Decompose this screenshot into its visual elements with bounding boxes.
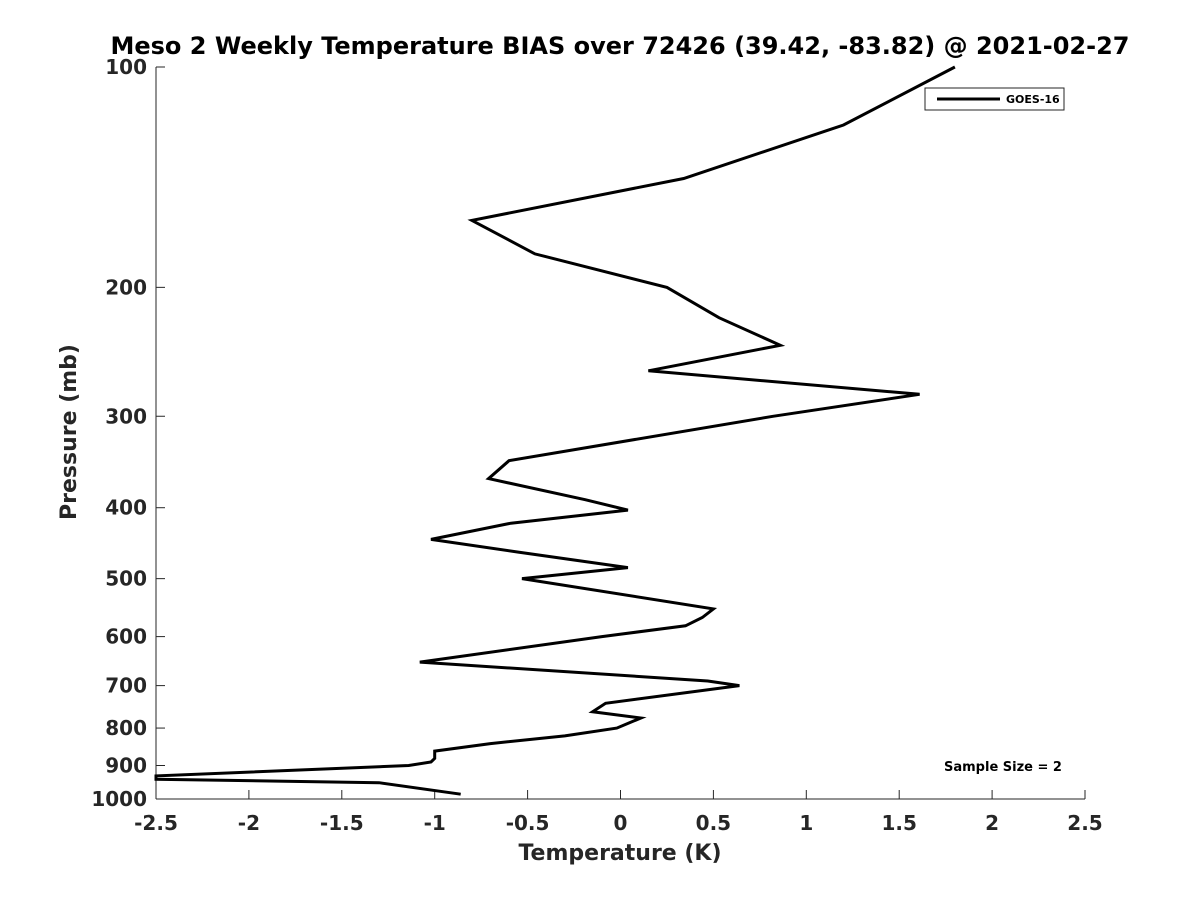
x-tick-label: -0.5 — [506, 811, 550, 835]
legend: GOES-16 — [924, 87, 1065, 111]
sample-size-annotation: Sample Size = 2 — [944, 760, 1062, 775]
x-tick-label: 0.5 — [696, 811, 731, 835]
x-tick-label: -1 — [424, 811, 446, 835]
y-tick-label: 100 — [105, 55, 147, 79]
x-tick-label: 1 — [799, 811, 813, 835]
x-tick-label: 2 — [985, 811, 999, 835]
y-tick-label: 200 — [105, 275, 147, 299]
x-tick-label: -1.5 — [320, 811, 364, 835]
x-axis-label: Temperature (K) — [518, 841, 721, 866]
y-tick-label: 400 — [105, 496, 147, 520]
legend-label: GOES-16 — [1006, 93, 1060, 106]
series-layer — [154, 65, 956, 796]
x-tick-label: -2.5 — [134, 811, 178, 835]
x-tick-label: 2.5 — [1067, 811, 1102, 835]
axes: -2.5 -2 -1.5 -1 -0.5 0 0.5 1 1.5 2 2.5 100 200 300 400… — [91, 55, 1102, 835]
x-tick-label: -2 — [238, 811, 260, 835]
y-tick-label: 700 — [105, 674, 147, 698]
y-tick-label: 1000 — [91, 787, 147, 811]
series-line-goes-16 — [154, 65, 956, 796]
x-tick-label: 1.5 — [881, 811, 916, 835]
y-tick-label: 500 — [105, 567, 147, 591]
y-tick-label: 800 — [105, 716, 147, 740]
y-tick-label: 900 — [105, 754, 147, 778]
y-tick-label: 300 — [105, 404, 147, 428]
chart-title: Meso 2 Weekly Temperature BIAS over 7242… — [110, 32, 1129, 60]
y-axis-label: Pressure (mb) — [57, 344, 82, 520]
y-tick-label: 600 — [105, 625, 147, 649]
x-tick-label: 0 — [614, 811, 628, 835]
